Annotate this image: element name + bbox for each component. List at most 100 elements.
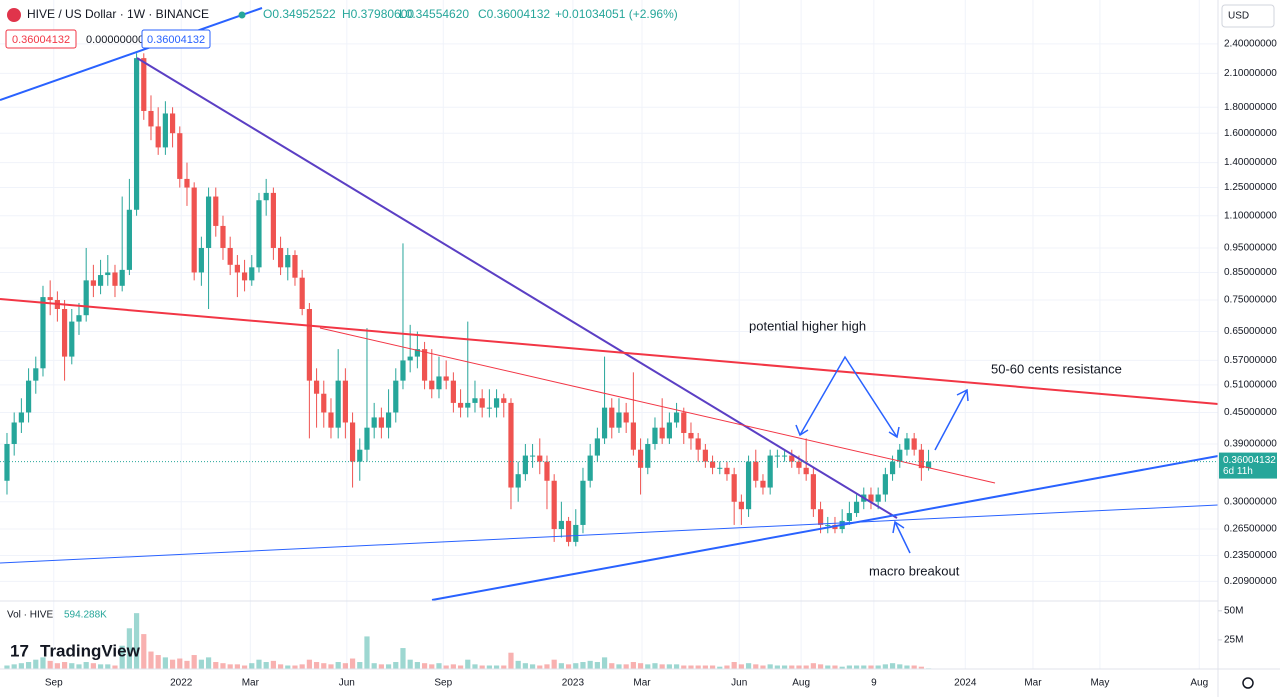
volume-bar <box>601 657 608 669</box>
candle-body <box>825 524 831 526</box>
candle-body <box>40 297 46 369</box>
candle-body <box>364 427 370 450</box>
volume-bar <box>421 663 428 669</box>
volume-bar <box>839 666 845 669</box>
candle-body <box>429 380 435 390</box>
volume-tick-label: 25M <box>1224 635 1243 646</box>
volume-bar <box>868 665 874 669</box>
volume-bar <box>501 665 507 669</box>
candle-body <box>623 412 629 423</box>
currency-label[interactable]: USD <box>1228 11 1249 22</box>
volume-bar <box>918 666 924 669</box>
volume-bar <box>645 664 651 669</box>
volume-bar <box>573 663 579 669</box>
annotation: potential higher high <box>749 318 866 333</box>
candle-body <box>69 321 75 357</box>
volume-bar <box>11 664 17 669</box>
volume-bar <box>371 663 377 669</box>
candle-body <box>465 402 471 408</box>
candle-body <box>198 247 204 273</box>
volume-bar <box>313 662 320 669</box>
candle-body <box>263 192 269 201</box>
volume-bar <box>594 662 600 669</box>
candle-body <box>112 272 118 286</box>
candle-body <box>868 494 874 502</box>
candle-body <box>745 461 752 510</box>
volume-bar <box>551 659 557 669</box>
candle-body <box>817 509 824 525</box>
volume-bar <box>205 657 212 669</box>
volume-bar <box>630 662 636 669</box>
y-tick-label: 0.23500000 <box>1224 550 1277 561</box>
arrowhead <box>795 424 809 437</box>
volume-bar <box>436 663 442 669</box>
volume-bar <box>695 665 701 669</box>
volume-bar <box>97 664 104 669</box>
ohlc-low: L0.34554620 <box>399 7 469 21</box>
candle-body <box>803 467 809 475</box>
ohlc-close: C0.36004132 <box>478 7 550 21</box>
currency-select[interactable] <box>1221 4 1275 28</box>
volume-bar <box>321 663 327 669</box>
candle-body <box>241 272 248 281</box>
volume-bar <box>277 664 284 669</box>
candle-body <box>573 524 579 542</box>
candle-body <box>191 187 197 273</box>
volume-title: Vol · HIVE <box>7 610 53 621</box>
candle-body <box>897 449 903 462</box>
price-box-text: 0.00000000 <box>86 34 144 46</box>
symbol-title: HIVE / US Dollar · 1W · BINANCE <box>27 7 209 21</box>
candle-body <box>450 380 456 403</box>
candle-body <box>529 455 536 457</box>
volume-bar <box>141 634 147 669</box>
candle-body <box>148 110 154 127</box>
volume-bar <box>4 665 10 669</box>
volume-bar <box>537 665 543 669</box>
volume-bar <box>825 665 831 669</box>
price-box-text: 0.36004132 <box>147 34 205 46</box>
candle-body <box>249 267 255 281</box>
x-tick-label: Mar <box>1024 678 1042 689</box>
y-tick-label: 1.10000000 <box>1224 210 1277 221</box>
volume-bar <box>457 665 464 669</box>
y-tick-label: 0.95000000 <box>1224 243 1277 254</box>
candle-body <box>141 58 147 111</box>
candle-body <box>493 398 500 408</box>
x-tick-label: Aug <box>1190 678 1208 689</box>
candle-body <box>76 315 82 322</box>
candle-body <box>436 376 442 390</box>
candle-body <box>587 455 593 481</box>
candle-body <box>169 113 176 134</box>
countdown-label: 6d 11h <box>1223 466 1253 477</box>
candle-body <box>580 480 586 525</box>
annotation: 50-60 cents resistance <box>991 361 1122 376</box>
trendline <box>136 57 898 519</box>
volume-bar <box>335 662 341 669</box>
annotation: macro breakout <box>869 563 960 578</box>
candle-body <box>544 461 550 481</box>
volume-bar <box>702 665 708 669</box>
candle-body <box>702 449 708 462</box>
y-tick-label: 1.80000000 <box>1224 102 1277 113</box>
candle-body <box>328 412 334 428</box>
settings-button[interactable] <box>1242 677 1254 689</box>
volume-bar <box>465 659 471 669</box>
candle-body <box>774 455 780 457</box>
x-tick-label: Jun <box>731 678 747 689</box>
volume-bar <box>659 664 665 669</box>
candle-body <box>515 474 521 488</box>
volume-bar <box>724 665 730 669</box>
candle-body <box>342 380 348 423</box>
y-tick-label: 1.25000000 <box>1224 182 1277 193</box>
candle-body <box>594 438 600 456</box>
volume-bar <box>357 662 363 669</box>
price-box <box>5 29 77 49</box>
y-tick-label: 0.65000000 <box>1224 326 1277 337</box>
volume-bar <box>637 663 644 669</box>
volume-bar <box>105 664 111 669</box>
volume-bar <box>364 636 370 669</box>
candle-body <box>501 398 507 403</box>
candle-body <box>781 455 788 457</box>
candle-body <box>414 349 420 357</box>
